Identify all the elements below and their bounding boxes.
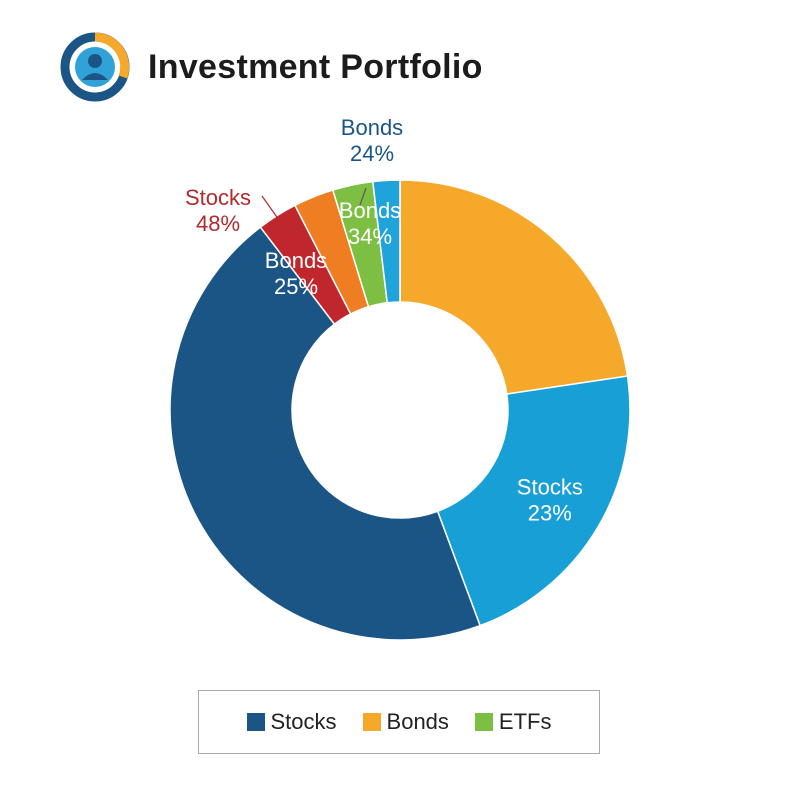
outside-label-value-1: 48% (196, 211, 240, 236)
chart-header: Investment Portfolio (60, 32, 483, 102)
outside-label-value-0: 24% (350, 141, 394, 166)
leader-line-0 (359, 187, 367, 206)
outside-label-name-1: Stocks (185, 185, 251, 210)
leader-line-1 (261, 195, 287, 231)
legend-swatch-etfs (474, 713, 493, 731)
slice-label-name-5: Bonds (339, 198, 401, 223)
slice-label-value-5: 34% (348, 224, 392, 249)
slice-label-value-4: 25% (274, 274, 318, 299)
legend-item-etfs: ETFs (474, 709, 552, 735)
slice-label-name-4: Bonds (265, 248, 327, 273)
legend-item-bonds: Bonds (362, 709, 449, 735)
page-title: Investment Portfolio (148, 47, 483, 86)
donut-slice-bonds-0 (399, 179, 629, 395)
legend-item-stocks: Stocks (246, 709, 337, 735)
legend-label-etfs: ETFs (498, 709, 552, 734)
donut-slices (169, 179, 631, 641)
legend-swatch-stocks (246, 713, 265, 731)
donut-slice-stocks-6 (371, 179, 401, 304)
portfolio-user-icon (60, 32, 130, 102)
legend-label-stocks: Stocks (270, 709, 337, 734)
outside-label-name-0: Bonds (341, 115, 403, 140)
legend-swatch-bonds (362, 713, 381, 731)
donut-slice-stocks-1 (436, 375, 631, 627)
chart-legend: Stocks Bonds ETFs (198, 690, 600, 754)
slice-label-name-1: Stocks (517, 474, 583, 499)
slice-label-value-1: 23% (528, 500, 572, 525)
slice-labels: Stocks23%Bonds25%Bonds34%Bonds24%Stocks4… (185, 115, 583, 525)
legend-label-bonds: Bonds (386, 709, 449, 734)
donut-slice-stocks-2 (169, 226, 482, 641)
label-leader-lines (261, 187, 367, 231)
